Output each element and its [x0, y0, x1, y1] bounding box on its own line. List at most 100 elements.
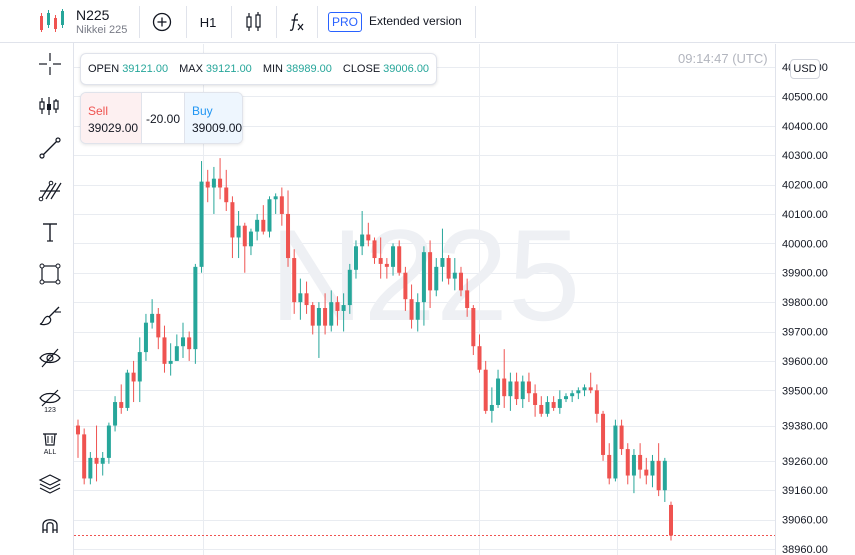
magnet-tool[interactable] [33, 509, 67, 543]
extended-version-link[interactable]: Extended version [369, 14, 462, 28]
candle-body [607, 454, 612, 479]
layers-tool[interactable] [33, 467, 67, 501]
hide-drawings-icon [39, 348, 61, 368]
candle [452, 258, 457, 291]
candlestick-icon [246, 12, 261, 31]
candle-body [489, 404, 494, 411]
candle-body [218, 178, 223, 188]
candle [391, 243, 396, 276]
candle-body [286, 213, 291, 259]
candle [76, 419, 80, 458]
trend-line-tool[interactable] [33, 131, 67, 165]
candle [526, 372, 531, 403]
candle [502, 349, 507, 408]
fibonacci-tool[interactable] [33, 173, 67, 207]
candle [279, 187, 284, 226]
candle [483, 360, 488, 414]
candle [292, 249, 297, 314]
candle [378, 237, 383, 279]
candle [323, 293, 328, 335]
price-tick-label: 39800.00 [782, 297, 828, 309]
pro-badge[interactable]: PRO [328, 12, 362, 32]
price-axis: 40600.0040500.0040400.0040300.0040200.00… [775, 44, 855, 555]
candle [372, 237, 377, 264]
candle [174, 334, 179, 361]
price-tick-label: 39900.00 [782, 268, 828, 280]
candle [631, 449, 636, 494]
indicators-tool[interactable] [33, 89, 67, 123]
delete-all-tool[interactable]: ALL [33, 425, 67, 459]
hide-values-tool[interactable]: 123 [33, 383, 67, 417]
indicators-button[interactable] [284, 6, 310, 38]
text-tool[interactable] [33, 215, 67, 249]
candle [181, 322, 186, 358]
min-value: 38989.00 [285, 63, 332, 75]
candle [403, 266, 408, 311]
symbol-ticker[interactable]: N225 [76, 7, 110, 23]
candle [650, 454, 655, 488]
candle [156, 308, 161, 350]
candle [329, 290, 334, 332]
candle [187, 331, 192, 361]
candle-body [113, 402, 118, 426]
sell-label: Sell [88, 104, 109, 118]
candle-body [557, 399, 562, 408]
price-tick-label: 40300.00 [782, 150, 828, 162]
candle-body [638, 454, 643, 470]
sell-price: 39029.00 [88, 121, 139, 135]
candle-body [428, 252, 433, 291]
candle [304, 281, 309, 314]
candle [471, 305, 476, 356]
candle [489, 387, 494, 423]
candle-body [298, 293, 303, 303]
candle [316, 302, 321, 358]
price-tick-label: 39600.00 [782, 356, 828, 368]
candle-body [496, 378, 501, 405]
crosshair-tool[interactable] [33, 47, 67, 81]
drawing-toolbar: 123 ALL [0, 43, 74, 555]
currency-button[interactable]: USD [790, 59, 820, 79]
timeframe-button[interactable]: H1 [199, 14, 217, 30]
hide-drawings-tool[interactable] [33, 341, 67, 375]
candle [242, 222, 247, 273]
trend-line-icon [39, 137, 61, 159]
price-tick-label: 40400.00 [782, 121, 828, 133]
candle-body [669, 504, 673, 536]
candle-body [403, 272, 408, 300]
candle-body [100, 457, 105, 464]
candle-body [366, 234, 371, 241]
server-clock: 09:14:47 (UTC) [678, 51, 768, 66]
candle [465, 278, 470, 317]
rectangle-tool[interactable] [33, 257, 67, 291]
candle-body [514, 381, 519, 400]
brush-tool[interactable] [33, 299, 67, 333]
candle [601, 410, 606, 461]
candle-body [508, 381, 513, 397]
candle [384, 258, 389, 279]
candle-body [187, 337, 192, 350]
candle-body [533, 393, 538, 405]
close-value: 39006.00 [383, 63, 430, 75]
candle-body [594, 390, 599, 414]
candle [267, 196, 272, 238]
candle-body [82, 434, 87, 479]
candle [150, 299, 155, 329]
chart-type-button[interactable] [239, 6, 269, 38]
candle-body [261, 219, 266, 232]
sell-button[interactable]: Sell 39029.00 [81, 93, 141, 143]
candle [496, 369, 501, 408]
candle-body [576, 390, 581, 394]
candle [298, 278, 303, 320]
candle [273, 193, 278, 214]
candle-body [644, 469, 649, 476]
compare-symbol-button[interactable] [147, 6, 177, 38]
candle-body [483, 369, 488, 411]
candle-body [335, 302, 340, 311]
candles-logo-icon [40, 9, 64, 32]
candle [347, 263, 352, 314]
candle [415, 293, 420, 332]
candle [341, 293, 346, 332]
candle [397, 240, 402, 276]
buy-button[interactable]: Buy 39009.00 [185, 93, 242, 143]
